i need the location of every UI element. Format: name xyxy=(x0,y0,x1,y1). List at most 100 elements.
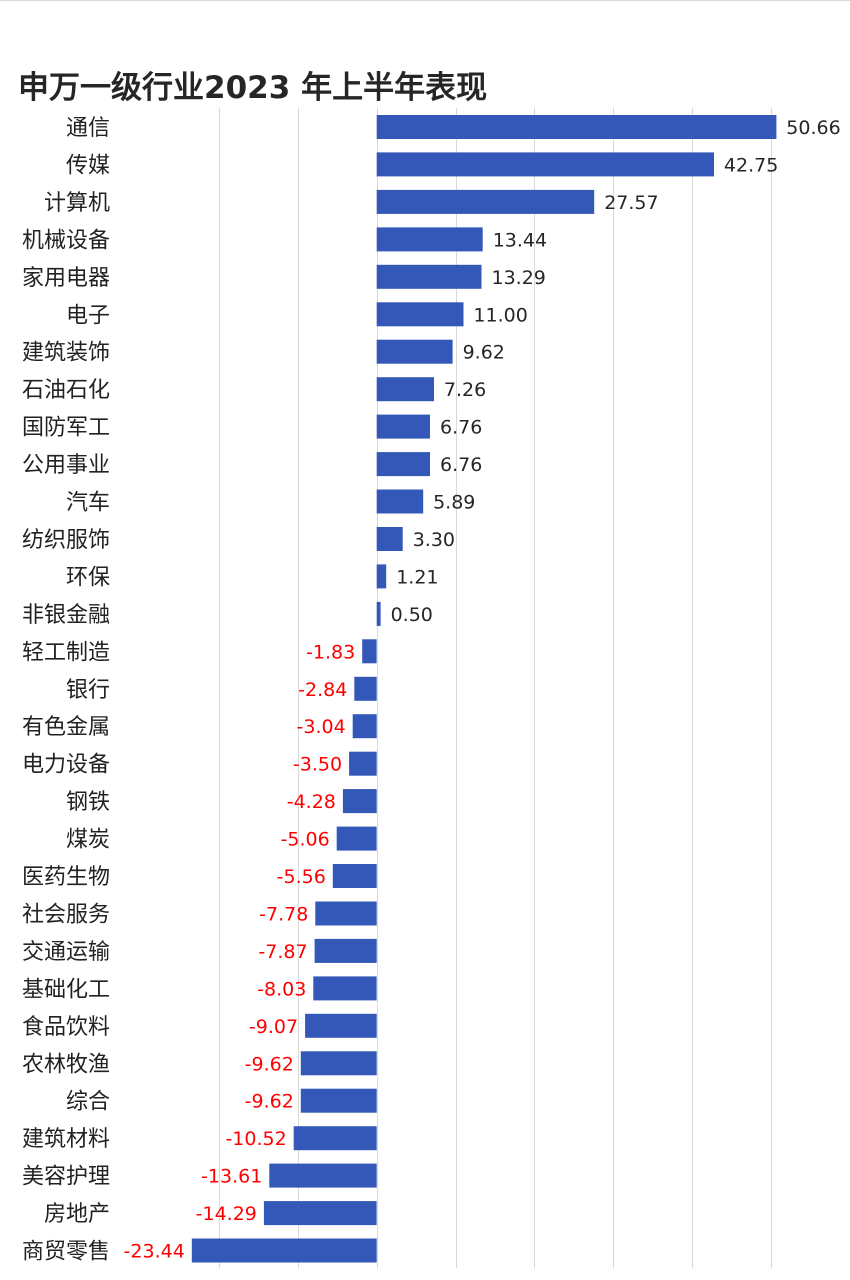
bar xyxy=(376,564,387,589)
data-label: -8.03 xyxy=(257,978,306,1000)
data-label: 0.50 xyxy=(391,604,433,626)
data-label: -4.28 xyxy=(287,791,336,813)
category-label: 食品饮料 xyxy=(22,1015,110,1040)
bar xyxy=(376,601,381,626)
bar xyxy=(376,414,430,439)
value-labels: 50.66 42.75 27.57 13.44 13.29 11.00 9.62 7.26 6.… xyxy=(124,117,841,1263)
category-label: 机械设备 xyxy=(22,228,110,253)
data-label: 3.30 xyxy=(413,529,455,551)
data-label: 42.75 xyxy=(724,154,778,176)
data-label: -9.07 xyxy=(249,1016,298,1038)
bar xyxy=(376,227,483,252)
category-label: 商贸零售 xyxy=(22,1240,110,1265)
category-label: 银行 xyxy=(66,678,110,703)
data-label: -9.62 xyxy=(245,1091,294,1113)
data-label: 50.66 xyxy=(786,117,840,139)
category-label: 国防军工 xyxy=(22,416,110,441)
category-label: 煤炭 xyxy=(66,828,110,853)
bar xyxy=(191,1238,377,1263)
bar xyxy=(305,1013,377,1038)
chart-title: 申万一级行业2023 年上半年表现 xyxy=(18,70,488,106)
data-label: 7.26 xyxy=(444,379,486,401)
data-label: -1.83 xyxy=(306,641,355,663)
data-label: -23.44 xyxy=(124,1241,185,1263)
data-label: -5.56 xyxy=(277,866,326,888)
bar xyxy=(376,264,482,289)
data-label: -13.61 xyxy=(201,1166,262,1188)
grid-lines xyxy=(219,108,772,1268)
data-label: 11.00 xyxy=(473,304,527,326)
category-label: 交通运输 xyxy=(22,940,110,965)
bar xyxy=(354,676,377,701)
bar xyxy=(376,152,714,177)
category-label: 环保 xyxy=(66,565,110,590)
category-label: 通信 xyxy=(66,116,110,141)
bar xyxy=(293,1126,377,1151)
data-label: -14.29 xyxy=(196,1203,257,1225)
data-label: -10.52 xyxy=(225,1128,286,1150)
category-label: 电力设备 xyxy=(22,753,110,778)
data-label: 1.21 xyxy=(396,566,438,588)
bar xyxy=(352,714,377,739)
bar xyxy=(313,976,377,1001)
data-label: 13.29 xyxy=(492,267,546,289)
data-label: 9.62 xyxy=(463,342,505,364)
category-label: 农林牧渔 xyxy=(22,1052,110,1077)
category-label: 建筑装饰 xyxy=(22,341,110,366)
data-label: -5.06 xyxy=(281,829,330,851)
bar xyxy=(376,339,453,364)
data-label: -7.87 xyxy=(258,941,307,963)
category-label: 有色金属 xyxy=(22,715,110,740)
category-label: 轻工制造 xyxy=(22,640,110,665)
category-label: 社会服务 xyxy=(22,903,110,928)
bar xyxy=(300,1088,377,1113)
data-label: -2.84 xyxy=(298,679,347,701)
bar xyxy=(362,639,377,664)
bar xyxy=(349,751,377,776)
category-label: 美容护理 xyxy=(22,1165,110,1190)
top-rule xyxy=(0,0,850,1)
category-label: 医药生物 xyxy=(22,865,110,890)
category-label: 建筑材料 xyxy=(22,1127,110,1152)
category-label: 计算机 xyxy=(44,191,110,216)
category-labels: 通信传媒计算机机械设备家用电器电子建筑装饰石油石化国防军工公用事业汽车纺织服饰环… xyxy=(22,116,110,1265)
bar xyxy=(336,826,377,851)
category-label: 石油石化 xyxy=(22,378,110,403)
category-label: 家用电器 xyxy=(22,266,110,291)
bar xyxy=(342,789,377,814)
data-label: -3.50 xyxy=(293,754,342,776)
data-label: -7.78 xyxy=(259,904,308,926)
category-label: 电子 xyxy=(66,303,110,328)
category-label: 纺织服饰 xyxy=(22,528,110,553)
category-label: 房地产 xyxy=(44,1202,110,1227)
category-label: 基础化工 xyxy=(22,977,110,1002)
data-label: 13.44 xyxy=(493,229,547,251)
bar xyxy=(376,489,424,514)
data-label: -9.62 xyxy=(245,1053,294,1075)
category-label: 公用事业 xyxy=(22,453,110,478)
category-label: 综合 xyxy=(66,1090,110,1115)
data-label: -3.04 xyxy=(297,716,346,738)
bar xyxy=(269,1163,377,1188)
bars xyxy=(191,115,777,1263)
category-label: 传媒 xyxy=(66,153,110,178)
data-label: 5.89 xyxy=(433,492,475,514)
category-label: 钢铁 xyxy=(66,790,110,815)
data-label: 6.76 xyxy=(440,454,482,476)
bar xyxy=(376,115,777,139)
data-label: 6.76 xyxy=(440,417,482,439)
bar xyxy=(376,189,595,214)
bar xyxy=(263,1201,377,1226)
data-label: 27.57 xyxy=(604,192,658,214)
category-label: 非银金融 xyxy=(22,603,110,628)
bar xyxy=(332,864,377,888)
bar xyxy=(315,901,377,926)
bar xyxy=(376,377,434,402)
bar xyxy=(314,938,377,963)
category-label: 汽车 xyxy=(66,491,110,516)
bar xyxy=(376,302,464,327)
bar xyxy=(376,527,403,551)
bar xyxy=(376,452,430,477)
bar xyxy=(300,1051,377,1076)
